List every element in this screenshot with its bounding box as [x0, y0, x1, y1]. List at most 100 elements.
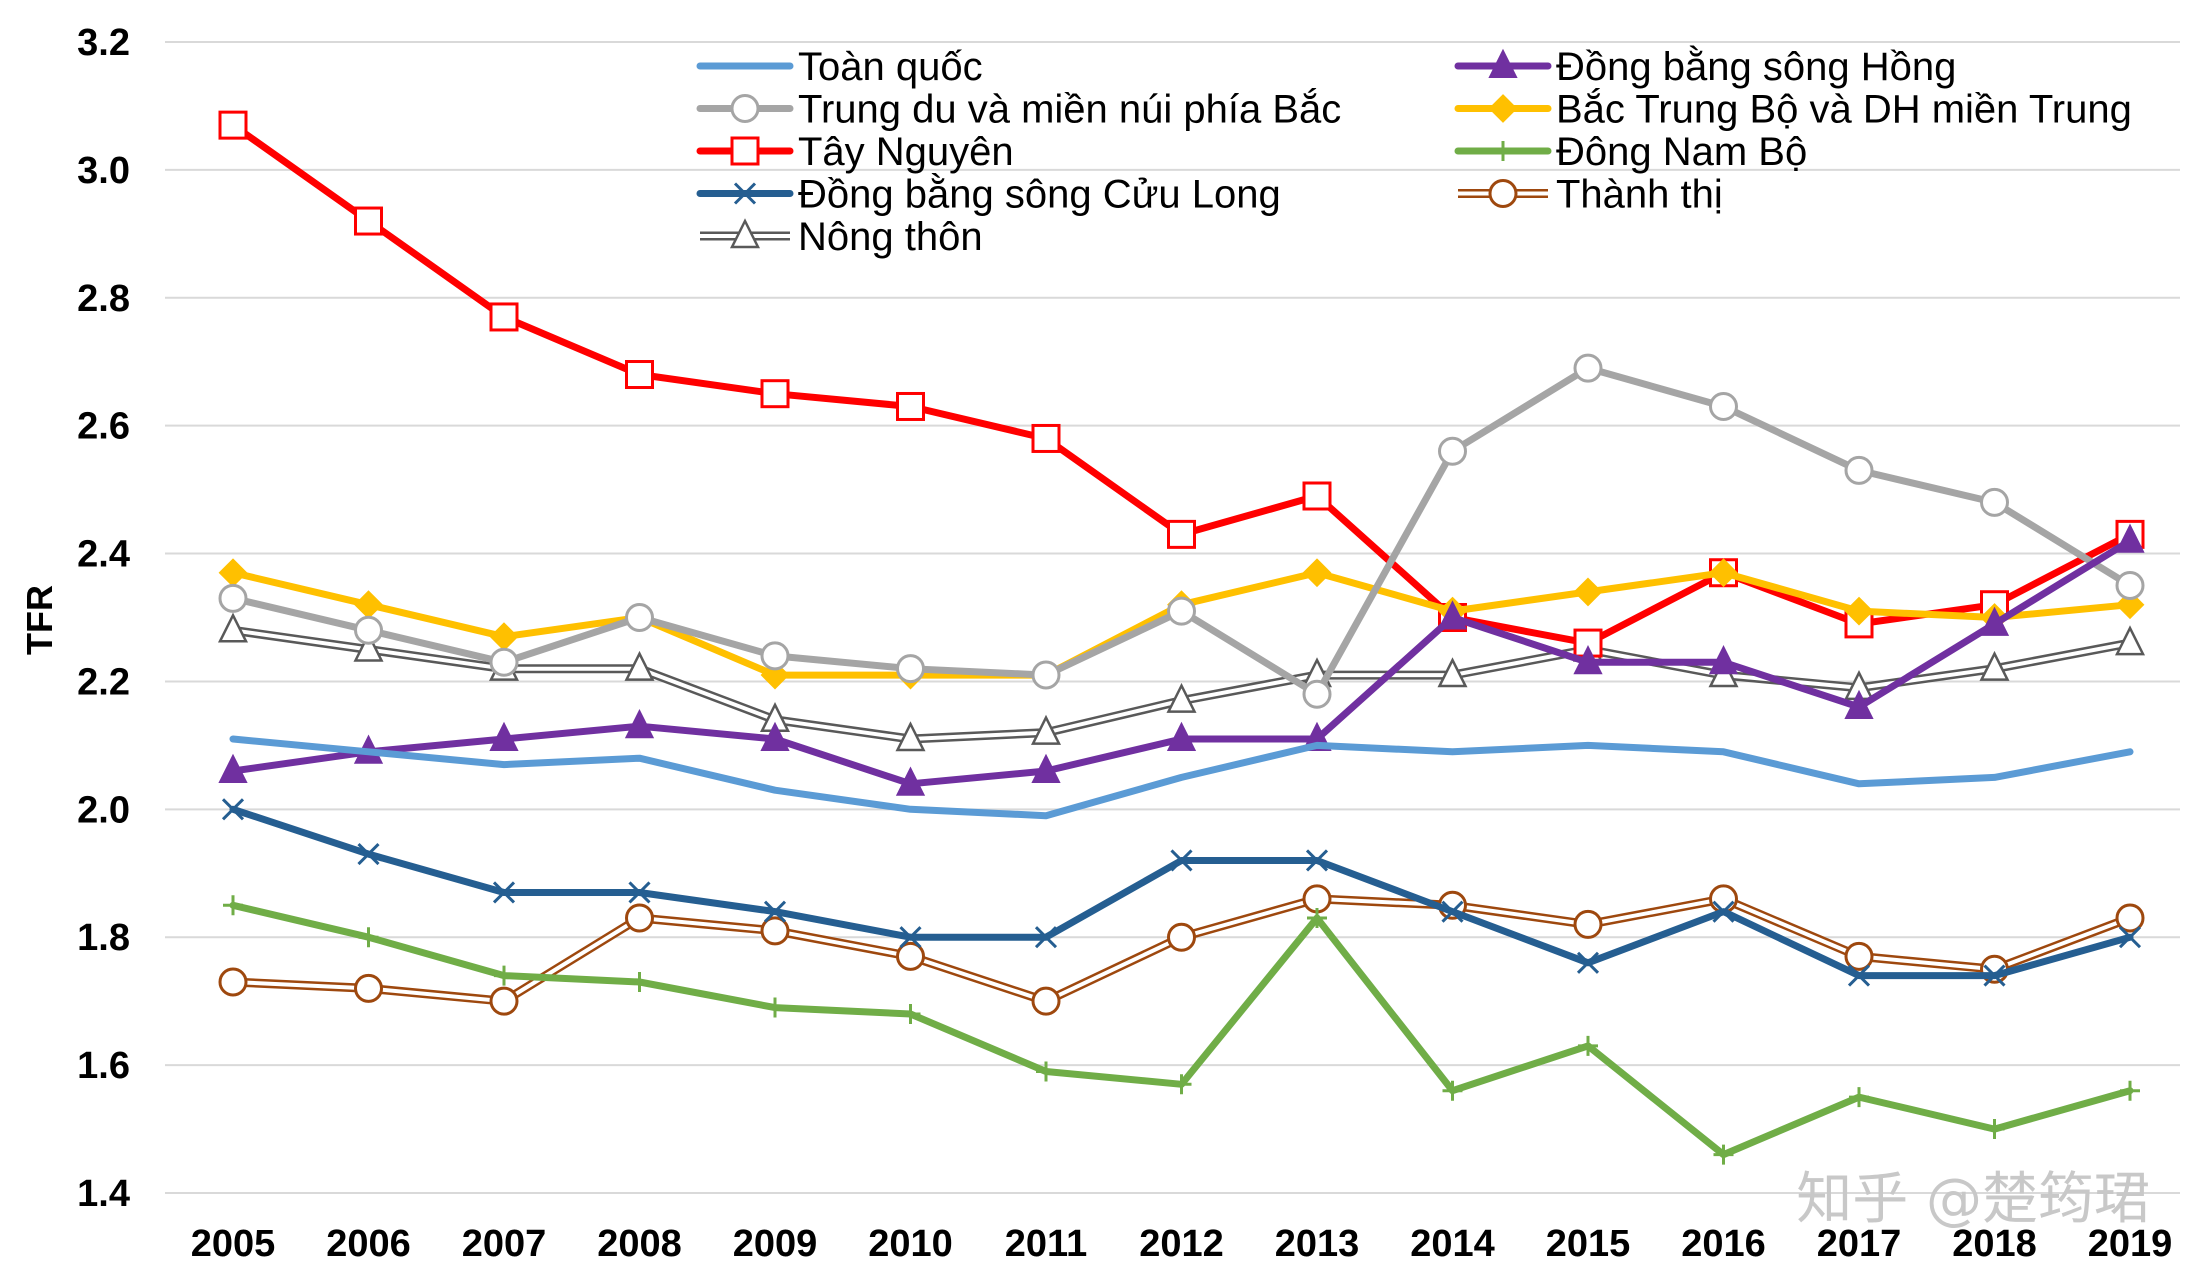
x-tick-label: 2013	[1275, 1223, 1360, 1265]
legend-label: Đông Nam Bộ	[1556, 130, 1807, 174]
series-4	[218, 110, 2145, 658]
series-6-point-2009	[763, 900, 787, 923]
legend-item: Đông Nam Bộ	[1454, 130, 1807, 174]
series-5-point-2008	[629, 971, 650, 992]
legend-swatch-marker	[729, 218, 761, 249]
series-2	[218, 353, 2145, 709]
series-1-point-2019	[2115, 523, 2145, 553]
series-7-point-2013	[1302, 884, 1332, 914]
series-2-point-2017	[1844, 455, 1874, 485]
series-1-point-2007	[489, 721, 519, 751]
x-tick-label: 2015	[1546, 1223, 1631, 1265]
series-5-point-2005	[223, 895, 243, 916]
series-2-point-2012	[1167, 596, 1196, 626]
series-2-point-2009	[760, 641, 790, 671]
y-tick-label: 2.0	[77, 789, 130, 831]
x-axis-ticks: 2005 2006 2007 2008 2009 2010 2011 2012 2013 2014…	[191, 1223, 2173, 1265]
series-4-point-2010	[896, 391, 925, 421]
series-2-point-2005	[218, 583, 248, 613]
x-tick-label: 2019	[2088, 1223, 2173, 1265]
series-5-point-2016	[1713, 1144, 1734, 1165]
legend-swatch-marker	[1488, 94, 1518, 123]
y-axis-label: TFR	[19, 585, 60, 655]
series-5-point-2012	[1171, 1074, 1192, 1095]
legend-item: Đồng bằng sông Hồng	[1454, 44, 1956, 89]
series-8-point-2008	[624, 650, 655, 681]
series-5	[223, 895, 2140, 1165]
series-7-point-2007	[489, 986, 519, 1016]
series-0	[229, 735, 2134, 820]
legend-swatch-marker	[1488, 179, 1518, 208]
series-5-point-2014	[1442, 1080, 1463, 1101]
x-tick-label: 2008	[597, 1223, 682, 1265]
y-tick-label: 2.4	[77, 534, 130, 576]
series-1-point-2014	[1437, 600, 1468, 630]
series-4-point-2011	[1031, 423, 1061, 453]
series-6-point-2014	[1441, 900, 1464, 923]
series-2-point-2015	[1573, 353, 1603, 383]
series-6-point-2011	[1034, 926, 1058, 949]
series-7-point-2005	[218, 967, 248, 997]
legend-swatch-marker	[730, 94, 760, 123]
x-tick-label: 2018	[1952, 1223, 2037, 1265]
legend-swatch-marker	[730, 136, 760, 166]
series-6-point-2007	[492, 881, 516, 904]
series-6	[221, 798, 2142, 987]
series-2-point-2010	[896, 654, 925, 684]
x-tick-label: 2011	[1005, 1223, 1087, 1265]
series-1-point-2009	[760, 721, 790, 751]
y-tick-label: 2.2	[77, 661, 130, 703]
series-0-line	[229, 735, 2134, 820]
series-2-point-2006	[354, 615, 383, 645]
series-1-point-2016	[1708, 645, 1739, 675]
watermark: 知乎 @楚筠珺	[1796, 1167, 2150, 1232]
legend-item: Toàn quốc	[696, 45, 983, 89]
series-1-point-2005	[218, 753, 248, 783]
series-7-point-2006	[354, 973, 383, 1003]
series-group	[217, 110, 2146, 1165]
legend-label: Nông thôn	[798, 215, 983, 259]
series-5-point-2017	[1849, 1087, 1869, 1108]
series-3-point-2005	[218, 558, 248, 588]
series-3-point-2017	[1844, 596, 1874, 626]
legend-label: Bắc Trung Bộ và DH miền Trung	[1556, 87, 2132, 132]
legend-item: Tây Nguyên	[696, 130, 1014, 174]
y-tick-label: 1.4	[77, 1173, 130, 1215]
y-tick-label: 3.0	[77, 150, 130, 192]
series-7-point-2019	[2115, 903, 2145, 933]
series-7-point-2017	[1844, 941, 1874, 971]
series-4-point-2013	[1302, 481, 1332, 511]
series-6-point-2017	[1847, 964, 1871, 987]
series-8-point-2005	[217, 612, 249, 643]
series-4-point-2012	[1167, 519, 1196, 549]
series-1-point-2015	[1573, 645, 1603, 675]
series-8-point-2019	[2114, 625, 2146, 656]
series-5-point-2013	[1307, 908, 1327, 929]
series-1-point-2018	[1979, 606, 2010, 636]
x-tick-label: 2010	[868, 1223, 953, 1265]
y-tick-label: 1.8	[77, 917, 130, 959]
series-5-point-2010	[900, 1003, 921, 1024]
series-6-point-2010	[899, 926, 922, 949]
series-8-point-2006	[353, 631, 384, 662]
x-tick-label: 2006	[326, 1223, 411, 1265]
legend-label: Tây Nguyên	[798, 130, 1014, 174]
series-1-point-2011	[1031, 753, 1061, 783]
series-5-point-2018	[1984, 1119, 2005, 1140]
series-5-point-2019	[2120, 1080, 2140, 1101]
x-tick-label: 2014	[1410, 1223, 1495, 1265]
series-6-point-2015	[1576, 951, 1600, 974]
legend-label: Thành thị	[1556, 173, 1723, 217]
series-7	[218, 884, 2145, 1016]
series-6-point-2018	[1983, 964, 2006, 987]
y-tick-label: 2.6	[77, 406, 130, 448]
series-1-point-2008	[624, 708, 655, 739]
series-3-point-2016	[1709, 558, 1738, 588]
series-3-point-2007	[489, 622, 519, 652]
series-1	[218, 523, 2145, 796]
series-6-point-2006	[357, 843, 380, 866]
series-4-point-2008	[625, 360, 654, 390]
legend-swatch-marker	[733, 182, 757, 205]
series-3-point-2013	[1302, 558, 1332, 588]
series-7-point-2011	[1031, 986, 1061, 1016]
